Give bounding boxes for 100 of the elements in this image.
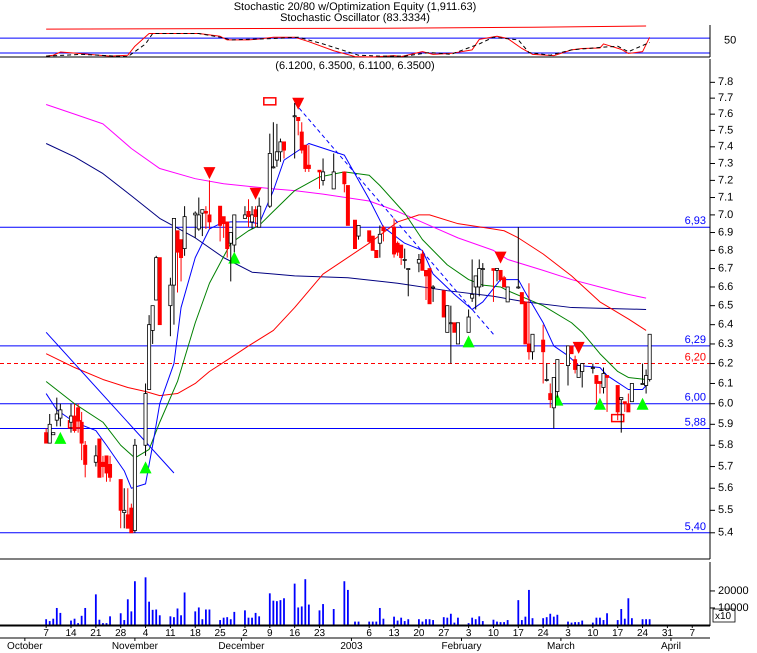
chart-title: (6.1200, 6.3500, 6.1100, 6.3500)	[275, 60, 435, 72]
text: x10	[715, 611, 732, 622]
candlestick	[477, 258, 482, 297]
y-tick-label: 7.6	[718, 108, 734, 120]
candlestick	[626, 393, 630, 412]
x2-tick-label: April	[660, 641, 681, 652]
candlestick	[602, 367, 606, 394]
x-tick-label: 31	[662, 628, 674, 639]
candlestick	[274, 123, 279, 168]
candlestick	[242, 206, 247, 219]
x-tick-label: 11	[165, 628, 176, 639]
x-tick-label: 28	[115, 628, 127, 639]
candlestick	[54, 397, 59, 427]
x-tick-label: 13	[388, 628, 400, 639]
candlestick	[306, 144, 311, 172]
point	[140, 461, 152, 474]
line-series	[46, 171, 647, 458]
y-tick-label: 5.6	[718, 482, 734, 494]
candlestick	[250, 206, 254, 230]
candlestick	[104, 455, 108, 482]
x-tick-label: 7	[689, 628, 696, 639]
candlestick	[431, 284, 436, 302]
candlestick	[630, 383, 634, 402]
x-tick-label: 4	[142, 628, 149, 639]
candlestick	[356, 224, 361, 240]
x-tick-label: 10	[488, 628, 500, 639]
point	[462, 335, 475, 348]
point	[636, 398, 649, 410]
candlestick	[491, 268, 496, 302]
y-tick-label: 7.7	[718, 92, 734, 104]
ref-line-label: 6,93	[684, 215, 706, 228]
candlestick	[207, 180, 212, 230]
point	[203, 167, 216, 180]
y-tick-label: 6.6	[718, 280, 734, 293]
y-tick-label: 7.2	[718, 174, 734, 186]
y-tick-label: 7.3	[718, 157, 734, 170]
candlestick	[590, 363, 595, 374]
candlestick	[506, 286, 510, 302]
candlestick	[122, 488, 126, 529]
ref-line-label: 6,00	[684, 392, 706, 404]
candlestick	[452, 322, 456, 333]
x-tick-label: 10	[587, 628, 599, 639]
x-tick-label: 6	[366, 628, 372, 639]
chart-subtitle: Stochastic Oscillator (83.3334)	[280, 12, 430, 24]
candlestick	[495, 268, 499, 282]
x2-tick-label: 2003	[340, 641, 364, 652]
y-tick-label: 7.0	[718, 208, 734, 221]
candlestick	[378, 224, 382, 258]
y-tick-label: 7.4	[718, 140, 734, 153]
candlestick	[456, 322, 460, 344]
y-tick-label: 5.8	[718, 439, 734, 452]
x-tick-label: 3	[565, 628, 572, 639]
x2-tick-label: October	[7, 641, 44, 652]
y-tick-label: 6.9	[718, 226, 734, 238]
point	[54, 432, 66, 444]
candlestick	[218, 206, 222, 242]
candlestick	[605, 374, 610, 412]
y-tick-label: 6.7	[718, 262, 734, 274]
y-tick-label: 6.1	[718, 377, 734, 390]
candlestick	[292, 102, 297, 159]
x2-tick-label: March	[547, 641, 575, 652]
x2-tick-label: February	[441, 641, 482, 652]
candlestick	[530, 334, 534, 360]
line-series	[46, 143, 647, 310]
y-tick-label: 7.1	[718, 191, 734, 204]
candlestick	[332, 152, 336, 190]
y-tick-label: 6.2	[718, 357, 734, 370]
candlestick	[516, 226, 520, 290]
y-tick-label: 20000	[718, 584, 749, 597]
y-tick-label: 7.8	[718, 76, 734, 88]
candlestick	[640, 363, 645, 385]
x-tick-label: 9	[267, 628, 274, 639]
candlestick	[544, 363, 549, 382]
y-tick-label: 6.3	[718, 338, 734, 350]
point	[572, 342, 585, 354]
x-tick-label: 18	[190, 628, 202, 639]
chart-title: Stochastic 20/80 w/Optimization Equity (1,911.63)	[234, 1, 476, 13]
candlestick	[44, 428, 48, 444]
candlestick	[176, 230, 180, 294]
x-tick-label: 20	[413, 628, 425, 639]
ref-line-label: 5,40	[684, 520, 706, 533]
x-tick-label: 17	[512, 628, 524, 639]
text: 50	[724, 34, 736, 46]
y-tick-label: 5.7	[718, 460, 734, 472]
x-tick-label: 2	[242, 628, 248, 639]
x-tick-label: 23	[314, 628, 326, 639]
candlestick	[318, 170, 322, 190]
x-tick-label: 17	[612, 628, 624, 639]
y-tick-label: 6.5	[718, 300, 734, 312]
x-tick-label: 24	[538, 628, 550, 639]
y-tick-label: 6.4	[718, 318, 734, 331]
x-tick-label: 24	[636, 628, 649, 639]
candlestick	[416, 254, 421, 273]
y-tick-label: 6.0	[718, 398, 734, 410]
x-tick-label: 7	[43, 628, 50, 639]
candlestick	[381, 224, 386, 242]
candlestick	[108, 455, 112, 482]
x-tick-label: 14	[65, 628, 77, 639]
point	[292, 98, 304, 110]
y-tick-label: 5.4	[718, 526, 734, 539]
